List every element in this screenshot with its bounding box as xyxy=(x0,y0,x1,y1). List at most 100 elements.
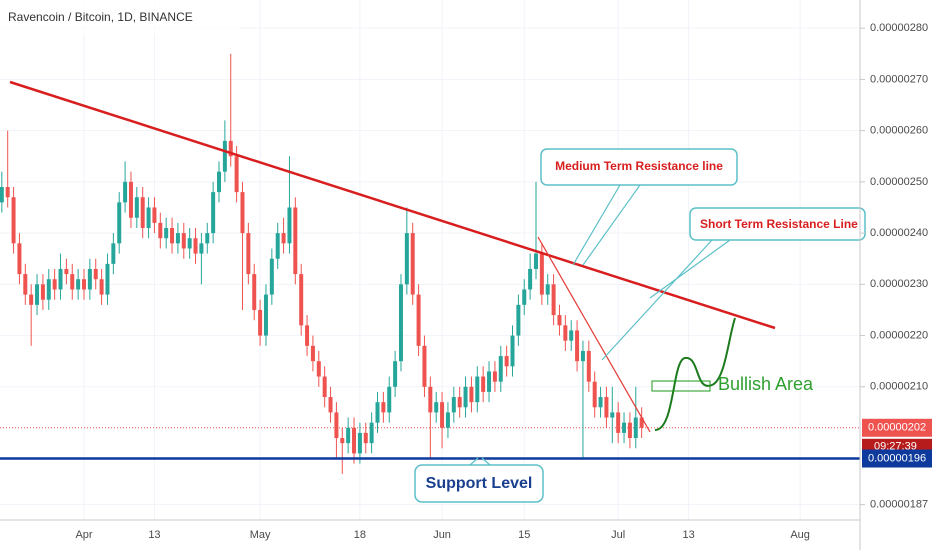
candle-body xyxy=(522,289,527,305)
y-tick-label: 0.00000260 xyxy=(870,125,928,137)
candle-body xyxy=(70,274,75,290)
x-tick-label: Aug xyxy=(790,529,810,541)
callout-pointer xyxy=(481,457,491,466)
candle-body xyxy=(575,330,580,362)
candle-body xyxy=(422,345,427,387)
candle-body xyxy=(281,233,286,244)
candle-body xyxy=(346,427,351,444)
candle-body xyxy=(410,233,415,295)
callout-pointer xyxy=(601,239,713,361)
candle-body xyxy=(340,438,345,444)
price-label: 0.00000202 xyxy=(868,422,926,434)
candle-body xyxy=(76,279,81,290)
bullish-curve xyxy=(654,317,736,431)
candle-body xyxy=(398,284,403,362)
price-label-bg xyxy=(862,418,932,437)
candle-body xyxy=(252,274,257,310)
candle-body xyxy=(363,432,368,444)
candle-body xyxy=(158,222,163,239)
candle-body xyxy=(580,350,585,362)
candle-body xyxy=(40,284,45,300)
candle-body xyxy=(58,268,63,290)
price-label-bg xyxy=(862,449,932,468)
candle-body xyxy=(404,233,409,285)
callout-box xyxy=(689,207,866,241)
candle-body xyxy=(387,386,392,413)
candle-body xyxy=(164,227,169,239)
candle-body xyxy=(528,268,533,290)
candle-body xyxy=(23,274,28,295)
candle-body xyxy=(146,207,151,228)
y-tick-label: 0.00000220 xyxy=(870,329,928,341)
candle-body xyxy=(352,427,357,454)
candle-body xyxy=(275,233,280,259)
axis-labels: 0.00000280 0.00000270 0.00000260 0.00000250… xyxy=(75,22,932,541)
candle-body xyxy=(64,268,69,275)
callout-box xyxy=(414,464,544,503)
candle-body xyxy=(205,233,210,244)
candle-body xyxy=(569,330,574,341)
candles xyxy=(0,53,860,474)
candle-body xyxy=(463,386,468,408)
candle-body xyxy=(234,156,239,193)
short-resistance-line xyxy=(537,236,651,433)
candle-body xyxy=(87,268,92,290)
candle-body xyxy=(199,243,204,254)
candle-body xyxy=(140,197,145,228)
candle-body xyxy=(551,284,556,316)
candle-body xyxy=(152,207,157,223)
candle-body xyxy=(322,376,327,398)
x-tick-label: 13 xyxy=(682,529,694,541)
candle-body xyxy=(440,402,445,428)
candle-body xyxy=(627,422,632,439)
candle-body xyxy=(586,350,591,382)
callout-pointer xyxy=(649,239,731,299)
candle-body xyxy=(610,412,615,418)
candle-body xyxy=(17,243,22,275)
candle-body xyxy=(434,402,439,413)
candle-body xyxy=(240,192,245,234)
candle-body xyxy=(46,279,51,300)
candle-body xyxy=(269,258,274,295)
candle-body xyxy=(0,186,4,203)
callout-box xyxy=(540,148,738,186)
x-tick-label: 18 xyxy=(354,529,366,541)
candle-body xyxy=(128,181,133,218)
x-tick-label: 13 xyxy=(148,529,160,541)
candle-body xyxy=(375,402,380,423)
candle-body xyxy=(504,356,509,367)
candle-body xyxy=(11,197,16,244)
candle-body xyxy=(181,233,186,249)
x-tick-label: Jul xyxy=(611,529,625,541)
candle-body xyxy=(187,238,192,249)
candle-body xyxy=(29,294,34,305)
x-tick-label: Apr xyxy=(75,529,92,541)
annotation-text: Short Term Resistance Line xyxy=(700,217,858,231)
price-label: 0.00000196 xyxy=(868,452,926,464)
candle-body xyxy=(334,412,339,439)
candle-body xyxy=(451,397,456,413)
candle-body xyxy=(316,361,321,377)
title-bg xyxy=(0,0,240,34)
candle-body xyxy=(52,279,57,290)
candle-body xyxy=(516,304,521,336)
annotation-text: Medium Term Resistance line xyxy=(555,159,723,173)
candle-body xyxy=(175,233,180,244)
candle-body xyxy=(123,181,128,203)
candle-body xyxy=(299,274,304,326)
candle-body xyxy=(99,279,104,295)
candle-body xyxy=(246,233,251,275)
annotation-text: Bullish Area xyxy=(718,374,814,394)
candle-body xyxy=(357,432,362,454)
candle-body xyxy=(592,381,597,408)
callout-pointer xyxy=(469,457,479,466)
candle-body xyxy=(428,386,433,413)
candle-body xyxy=(416,294,421,346)
candle-body xyxy=(492,371,497,382)
candle-body xyxy=(134,197,139,218)
candle-body xyxy=(633,417,638,439)
candle-body xyxy=(293,207,298,275)
medium-resistance-line xyxy=(9,80,776,330)
candle-body xyxy=(111,243,116,264)
